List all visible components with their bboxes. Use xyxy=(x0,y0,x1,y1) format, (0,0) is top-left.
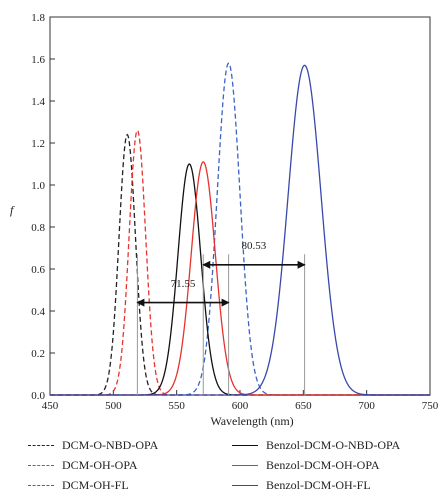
legend-swatch xyxy=(232,484,258,486)
plot-frame xyxy=(49,16,431,396)
x-tick-label: 650 xyxy=(295,400,312,412)
y-tick-label: 0.0 xyxy=(31,390,45,402)
legend-label: Benzol-DCM-OH-FL xyxy=(266,477,371,492)
x-axis-label: Wavelength (nm) xyxy=(210,414,293,428)
y-tick-label: 1.4 xyxy=(31,96,45,108)
axes: 450 500 550 600 650 700 750 0.0 0.2 0.4 0.6 0.8 1.0 1… xyxy=(31,12,439,412)
x-tick-label: 600 xyxy=(232,400,249,412)
y-tick-label: 1.6 xyxy=(31,54,45,66)
y-axis-label: f xyxy=(10,203,15,217)
legend-swatch xyxy=(28,484,54,486)
curves xyxy=(50,62,430,396)
x-tick-label: 550 xyxy=(168,400,185,412)
y-tick-label: 1.0 xyxy=(31,180,45,192)
legend-swatch xyxy=(28,464,54,466)
y-tick-label: 1.2 xyxy=(31,138,45,150)
annotations: 80.53 71.55 xyxy=(136,240,306,395)
legend-swatch xyxy=(232,464,258,466)
series-line xyxy=(50,62,430,396)
x-tick-label: 750 xyxy=(422,400,439,412)
x-tick-label: 700 xyxy=(358,400,375,412)
y-tick-label: 0.6 xyxy=(31,264,45,276)
series-line xyxy=(50,163,430,396)
legend-item: DCM-OH-OPA xyxy=(28,456,138,474)
legend-item: Benzol-DCM-OH-FL xyxy=(232,476,371,494)
x-tick-label: 500 xyxy=(105,400,122,412)
legend-label: DCM-OH-OPA xyxy=(62,457,138,472)
legend-item: DCM-O-NBD-OPA xyxy=(28,436,158,454)
legend-item: Benzol-DCM-O-NBD-OPA xyxy=(232,436,400,454)
legend-swatch xyxy=(232,444,258,446)
legend-label: DCM-O-NBD-OPA xyxy=(62,437,159,452)
series-line xyxy=(50,129,430,396)
legend: DCM-O-NBD-OPA DCM-OH-OPA DCM-OH-FL Benzol-D… xyxy=(0,432,444,500)
legend-label: Benzol-DCM-OH-OPA xyxy=(266,457,380,472)
y-tick-label: 0.2 xyxy=(31,348,45,360)
x-tick-label: 450 xyxy=(42,400,59,412)
span-annotation: 71.55 xyxy=(171,278,196,290)
legend-label: Benzol-DCM-O-NBD-OPA xyxy=(266,437,401,452)
legend-item: DCM-OH-FL xyxy=(28,476,129,494)
legend-label: DCM-OH-FL xyxy=(62,477,129,492)
legend-item: Benzol-DCM-OH-OPA xyxy=(232,456,380,474)
y-tick-label: 1.8 xyxy=(31,12,45,24)
y-tick-label: 0.4 xyxy=(31,306,45,318)
legend-swatch xyxy=(28,444,54,446)
span-annotation: 80.53 xyxy=(242,240,267,252)
series-line xyxy=(50,64,430,396)
y-tick-label: 0.8 xyxy=(31,222,45,234)
